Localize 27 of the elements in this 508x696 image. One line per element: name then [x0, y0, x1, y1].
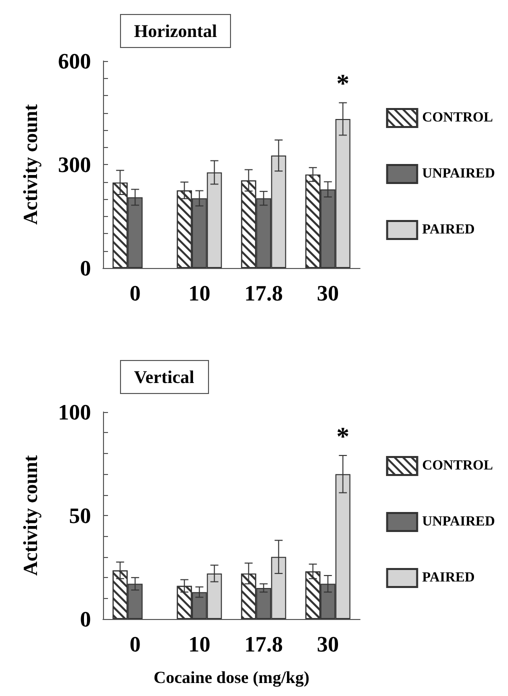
legend-label: CONTROL [422, 110, 493, 126]
x-tick-label: 30 [316, 632, 339, 656]
y-axis-title: Activity count [20, 454, 42, 576]
legend-label: CONTROL [422, 458, 493, 474]
legend-label: UNPAIRED [422, 166, 496, 182]
x-tick-label: 0 [130, 632, 141, 656]
x-tick-label: 10 [188, 632, 210, 656]
legend-label: PAIRED [422, 570, 475, 586]
legend-label: PAIRED [422, 222, 475, 238]
x-tick-label: 30 [316, 280, 339, 306]
x-tick-label: 17.8 [244, 280, 283, 306]
chart-title: Vertical [134, 367, 194, 387]
y-tick-label: 300 [58, 152, 91, 177]
x-tick-label: 17.8 [244, 632, 283, 656]
x-axis-title: Cocaine dose (mg/kg) [154, 668, 310, 687]
y-axis-title: Activity count [20, 104, 42, 225]
y-tick-label: 0 [80, 606, 91, 632]
annotation: * [336, 422, 350, 451]
y-tick-label: 50 [69, 503, 91, 528]
y-tick-label: 100 [58, 400, 91, 424]
x-tick-label: 0 [130, 280, 141, 306]
x-tick-label: 10 [188, 280, 210, 306]
y-tick-label: 600 [58, 48, 91, 74]
annotation: * [336, 69, 350, 98]
y-tick-label: 0 [80, 256, 91, 280]
legend-label: UNPAIRED [422, 514, 496, 530]
chart-title: Horizontal [134, 21, 217, 41]
